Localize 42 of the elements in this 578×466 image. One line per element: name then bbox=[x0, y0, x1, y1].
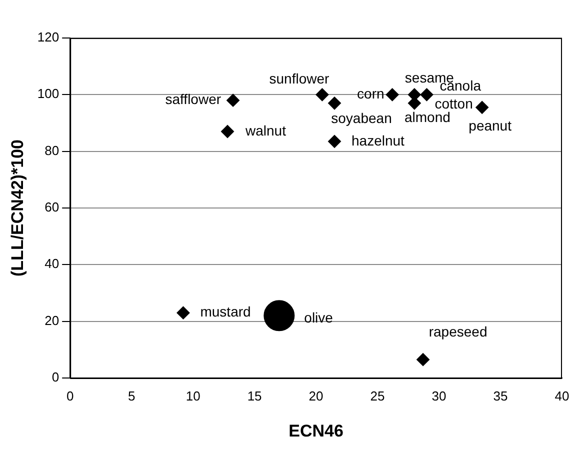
annotation: safflower bbox=[165, 91, 222, 108]
point bbox=[328, 96, 341, 110]
y-tick-label: 60 bbox=[44, 200, 60, 215]
annotation: mustard bbox=[200, 304, 251, 320]
x-axis-title: ECN46 bbox=[288, 421, 344, 440]
annotation: sunflower bbox=[269, 70, 330, 87]
annotation: cotton bbox=[434, 96, 473, 112]
y-tick-label: 80 bbox=[44, 142, 60, 158]
x-tick-label: 0 bbox=[66, 388, 74, 404]
y-axis-title: (LLL/ECN42)*100 bbox=[8, 140, 27, 276]
annotation: peanut bbox=[468, 117, 512, 134]
point bbox=[328, 134, 341, 148]
y-tick-label: 100 bbox=[37, 86, 60, 102]
x-tick-label: 15 bbox=[247, 388, 262, 404]
y-tick-label: 40 bbox=[44, 256, 60, 272]
annotation: soyabean bbox=[331, 110, 392, 126]
point bbox=[221, 125, 234, 138]
x-tick-label: 20 bbox=[308, 388, 324, 404]
point bbox=[416, 353, 430, 366]
y-tick-label: 0 bbox=[52, 370, 60, 385]
annotation: corn bbox=[357, 86, 384, 102]
x-tick-label: 30 bbox=[432, 388, 446, 404]
point bbox=[408, 96, 421, 110]
y-tick-label: 20 bbox=[44, 312, 60, 328]
annotation: olive bbox=[304, 310, 334, 326]
annotation: rapeseed bbox=[428, 323, 488, 340]
x-tick-label: 25 bbox=[370, 388, 385, 404]
x-tick-label: 5 bbox=[128, 388, 136, 404]
annotation: almond bbox=[404, 109, 450, 126]
point bbox=[316, 88, 329, 102]
point bbox=[476, 100, 489, 114]
point bbox=[264, 300, 295, 332]
point bbox=[226, 94, 240, 107]
point bbox=[386, 88, 399, 102]
x-tick-label: 40 bbox=[554, 388, 570, 404]
annotation: hazelnut bbox=[351, 132, 405, 148]
x-tick-label: 10 bbox=[186, 388, 200, 404]
annotation: walnut bbox=[244, 122, 286, 138]
point bbox=[420, 88, 434, 102]
x-tick-label: 35 bbox=[493, 388, 508, 404]
y-tick-label: 120 bbox=[37, 30, 60, 45]
point bbox=[176, 306, 190, 320]
